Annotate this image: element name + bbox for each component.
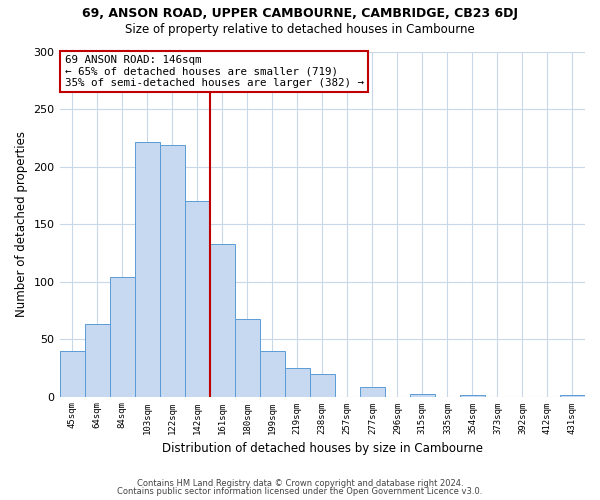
Text: 69 ANSON ROAD: 146sqm
← 65% of detached houses are smaller (719)
35% of semi-det: 69 ANSON ROAD: 146sqm ← 65% of detached … [65, 55, 364, 88]
Bar [134, 142, 160, 396]
Bar [310, 374, 335, 396]
Bar [59, 350, 85, 397]
X-axis label: Distribution of detached houses by size in Cambourne: Distribution of detached houses by size … [162, 442, 483, 455]
Y-axis label: Number of detached properties: Number of detached properties [15, 131, 28, 317]
Bar [85, 324, 110, 396]
Bar [235, 320, 260, 396]
Bar [185, 201, 209, 396]
Bar [110, 277, 134, 396]
Text: Contains HM Land Registry data © Crown copyright and database right 2024.: Contains HM Land Registry data © Crown c… [137, 478, 463, 488]
Bar [260, 350, 285, 397]
Bar [360, 388, 385, 396]
Text: Contains public sector information licensed under the Open Government Licence v3: Contains public sector information licen… [118, 488, 482, 496]
Text: Size of property relative to detached houses in Cambourne: Size of property relative to detached ho… [125, 22, 475, 36]
Bar [410, 394, 435, 396]
Bar [209, 244, 235, 396]
Bar [285, 368, 310, 396]
Bar [160, 144, 185, 396]
Text: 69, ANSON ROAD, UPPER CAMBOURNE, CAMBRIDGE, CB23 6DJ: 69, ANSON ROAD, UPPER CAMBOURNE, CAMBRID… [82, 8, 518, 20]
